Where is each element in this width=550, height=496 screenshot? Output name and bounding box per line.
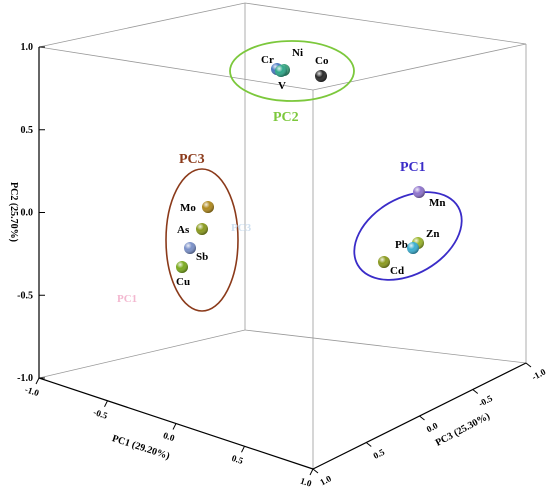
x-axis-ticks: -1.0 -0.5 0.0 0.5 1.0: [24, 377, 314, 489]
point-shading: [202, 201, 214, 213]
z-tick-mark: [525, 362, 532, 368]
point-cu: Cu: [176, 261, 190, 288]
z-tick-label: 0.0: [425, 420, 440, 434]
x-tick-mark: [309, 468, 314, 476]
point-label: V: [278, 80, 286, 92]
point-label: Cu: [176, 276, 190, 288]
x-tick-mark: [241, 446, 245, 453]
point-label: Co: [315, 55, 329, 67]
back-far-top-edge: [38, 2, 246, 48]
pc1-group-ellipse: [353, 191, 463, 281]
y-axis-label: PC2 (25.70%): [8, 182, 19, 242]
z-axis-label: PC3 (25.30%): [434, 411, 492, 449]
point-label: Ni: [292, 47, 303, 59]
ghost-label-pc1: PC1: [117, 293, 137, 305]
point-mn: Mn: [413, 186, 446, 209]
point-as: As: [177, 223, 208, 236]
point-shading: [378, 256, 390, 268]
point-mo: Mo: [180, 201, 214, 214]
x-tick-label: -0.5: [92, 407, 109, 421]
point-label: Sb: [196, 251, 208, 263]
point-shading: [315, 70, 327, 82]
point-sb: Sb: [184, 242, 208, 263]
z-tick-mark: [312, 468, 319, 474]
z-tick-label: 0.5: [372, 447, 387, 461]
point-zn: Zn: [412, 228, 439, 249]
y-tick-label: -0.5: [17, 290, 33, 301]
z-tick-mark: [365, 442, 372, 447]
point-label: Mo: [180, 202, 196, 214]
floor-back-right: [244, 329, 527, 364]
point-label: Pb: [395, 239, 408, 251]
z-tick-mark: [419, 415, 425, 421]
data-points: Cr Ni V Co Mo As Sb Cu Mn Zn Pb Cd: [176, 47, 446, 288]
back-right-top-edge: [312, 43, 527, 91]
z-tick-label: 1.0: [318, 473, 333, 487]
y-tick-label: 0.5: [21, 125, 34, 136]
x-tick-mark: [104, 400, 108, 407]
floor-back-left: [38, 329, 246, 379]
point-pb: Pb: [395, 239, 419, 254]
y-axis-ticks: -1.0 -0.5 0.0 0.5 1.0: [17, 42, 45, 384]
point-shading: [184, 242, 196, 254]
x-tick-label: 1.0: [299, 476, 313, 489]
pc2-group-ellipse: [229, 40, 355, 102]
z-axis-ticks: 1.0 0.5 0.0 -0.5 -1.0: [312, 362, 548, 487]
y-tick-label: 0.0: [21, 208, 34, 219]
x-tick-label: 0.5: [231, 453, 245, 466]
point-co: Co: [315, 55, 329, 82]
x-tick-mark: [35, 377, 40, 385]
point-label: Cr: [261, 54, 274, 66]
z-tick-label: -1.0: [530, 366, 548, 382]
point-label: As: [177, 224, 190, 236]
z-tick-mark: [472, 389, 479, 394]
point-shading: [176, 261, 188, 273]
group-label-pc1: PC1: [400, 160, 426, 175]
group-label-pc2: PC2: [273, 110, 299, 125]
point-cd: Cd: [378, 256, 404, 277]
point-label: Cd: [390, 265, 404, 277]
y-tick-label: -1.0: [17, 373, 33, 384]
point-v: V: [275, 65, 287, 92]
z-tick-label: -0.5: [477, 393, 495, 409]
point-shading: [275, 65, 287, 77]
x-tick-label: -1.0: [24, 384, 41, 398]
pc3-group-ellipse: [165, 168, 239, 312]
ghost-label-pc3: PC3: [231, 222, 252, 234]
back-top-edge: [38, 46, 314, 91]
point-shading: [413, 186, 425, 198]
group-label-pc3: PC3: [179, 152, 205, 167]
x-tick-mark: [172, 423, 177, 430]
point-label: Zn: [426, 228, 439, 240]
y-tick-label: 1.0: [21, 42, 34, 53]
point-shading: [196, 223, 208, 235]
back-far-right-edge: [244, 2, 527, 45]
x-tick-label: 0.0: [162, 430, 176, 443]
point-shading: [407, 242, 419, 254]
point-label: Mn: [429, 197, 446, 209]
